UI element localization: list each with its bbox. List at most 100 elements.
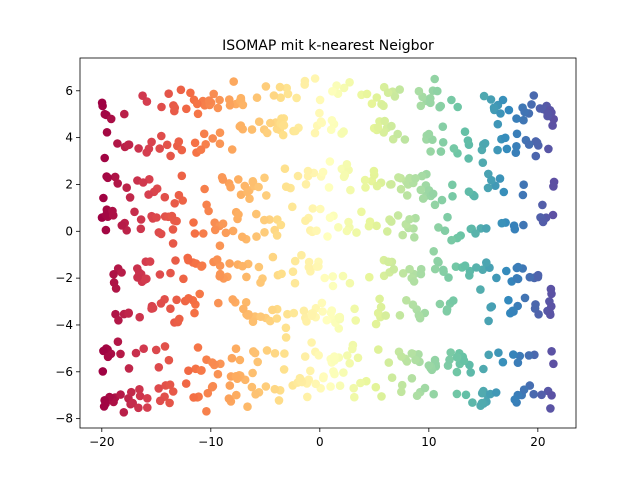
- scatter-point: [459, 356, 469, 366]
- scatter-point: [327, 116, 337, 125]
- scatter-point: [490, 105, 499, 115]
- scatter-point: [177, 145, 187, 155]
- scatter-point: [253, 357, 262, 367]
- scatter-point: [252, 93, 262, 102]
- scatter-point: [148, 303, 158, 313]
- scatter-point: [134, 144, 143, 153]
- scatter-point: [439, 265, 448, 275]
- scatter-point: [213, 369, 223, 379]
- scatter-point: [116, 390, 125, 399]
- scatter-point: [262, 128, 272, 138]
- scatter-point: [192, 99, 202, 109]
- scatter-point: [513, 262, 523, 272]
- scatter-point: [383, 227, 392, 236]
- scatter-point: [289, 308, 299, 318]
- scatter-point: [498, 357, 508, 367]
- y-tick-label: 2: [65, 177, 73, 191]
- scatter-point: [546, 310, 555, 320]
- scatter-point: [179, 274, 188, 284]
- scatter-point: [498, 95, 508, 105]
- scatter-point: [438, 122, 448, 131]
- scatter-point: [449, 144, 459, 153]
- scatter-point: [209, 89, 218, 99]
- scatter-point: [407, 349, 417, 358]
- scatter-point: [448, 180, 457, 190]
- scatter-point: [339, 83, 349, 93]
- scatter-point: [119, 408, 129, 417]
- scatter-point: [250, 348, 260, 358]
- scatter-point: [307, 338, 316, 347]
- scatter-point: [114, 316, 123, 325]
- x-tick-label: −20: [89, 435, 114, 449]
- scatter-point: [168, 387, 178, 396]
- scatter-point: [346, 185, 355, 195]
- scatter-point: [215, 128, 225, 137]
- scatter-point: [515, 351, 525, 361]
- scatter-point: [135, 385, 144, 394]
- y-tick-label: −6: [55, 365, 73, 379]
- scatter-point: [513, 358, 523, 368]
- scatter-points: [97, 74, 559, 417]
- scatter-point: [189, 218, 198, 227]
- scatter-point: [166, 151, 175, 161]
- scatter-point: [199, 129, 209, 139]
- scatter-point: [397, 352, 406, 361]
- scatter-point: [348, 344, 357, 354]
- scatter-point: [519, 180, 528, 189]
- scatter-point: [99, 402, 109, 411]
- scatter-point: [133, 264, 142, 273]
- scatter-point: [238, 100, 248, 110]
- scatter-point: [312, 226, 321, 235]
- scatter-point: [384, 257, 393, 267]
- scatter-point: [272, 314, 282, 323]
- scatter-point: [147, 137, 156, 147]
- scatter-point: [547, 289, 556, 299]
- scatter-point: [190, 138, 200, 148]
- scatter-point: [123, 140, 133, 150]
- scatter-point: [501, 133, 510, 143]
- scatter-point: [328, 272, 338, 281]
- scatter-point: [492, 273, 501, 283]
- scatter-point: [371, 319, 381, 329]
- scatter-point: [325, 157, 335, 166]
- scatter-point: [549, 359, 558, 369]
- scatter-point: [529, 389, 538, 399]
- scatter-point: [525, 272, 535, 282]
- scatter-point: [280, 164, 290, 173]
- scatter-point: [497, 218, 507, 228]
- scatter-point: [512, 129, 522, 139]
- scatter-point: [116, 349, 125, 359]
- scatter-point: [433, 86, 442, 96]
- scatter-point: [225, 381, 235, 390]
- scatter-point: [154, 384, 163, 393]
- scatter-point: [99, 346, 108, 356]
- scatter-point: [109, 278, 119, 287]
- scatter-point: [247, 382, 257, 392]
- scatter-point: [315, 95, 325, 105]
- scatter-point: [239, 304, 248, 314]
- scatter-point: [308, 204, 318, 213]
- scatter-point: [434, 258, 443, 267]
- scatter-point: [369, 166, 379, 176]
- scatter-point: [328, 281, 338, 291]
- scatter-point: [532, 138, 542, 147]
- scatter-point: [340, 170, 350, 180]
- scatter-point: [435, 299, 445, 309]
- scatter-point: [502, 144, 512, 154]
- scatter-point: [155, 144, 164, 153]
- scatter-point: [143, 394, 152, 403]
- scatter-point: [442, 305, 452, 314]
- scatter-point: [436, 101, 446, 111]
- scatter-point: [290, 256, 300, 266]
- scatter-point: [381, 311, 391, 320]
- scatter-point: [310, 74, 320, 83]
- scatter-point: [524, 351, 534, 360]
- scatter-point: [544, 144, 553, 154]
- scatter-point: [166, 304, 175, 314]
- scatter-point: [495, 174, 505, 183]
- scatter-point: [538, 217, 548, 227]
- scatter-point: [312, 262, 322, 271]
- scatter-point: [499, 187, 509, 197]
- scatter-point: [195, 289, 204, 299]
- scatter-point: [345, 359, 355, 368]
